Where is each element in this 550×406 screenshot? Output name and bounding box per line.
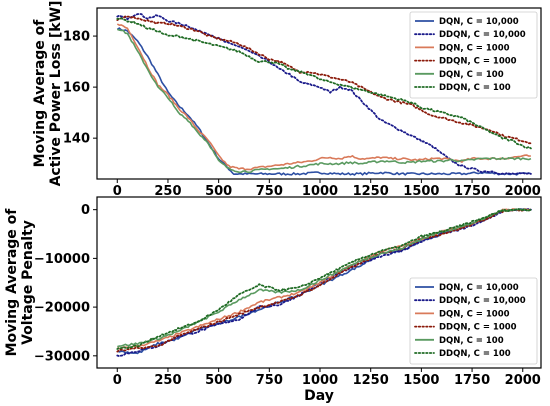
x-tick-label: 500 (205, 373, 232, 388)
x-tick-label: 1250 (353, 184, 389, 199)
bottom-y-axis-label-line2: Voltage Penalty (20, 220, 36, 345)
legend-label: DQN, C = 1000 (439, 309, 510, 319)
active-power-loss-panel: 0 250 500 750 1000 1250 1500 1750 2000 140 160 180 D… (63, 7, 542, 199)
legend-label: DQN, C = 1000 (439, 43, 510, 53)
series-line (116, 17, 532, 150)
x-tick-label: 0 (113, 373, 122, 388)
x-tick-label: 500 (205, 184, 232, 199)
series-line (116, 208, 532, 350)
legend-label: DDQN, C = 1000 (439, 323, 517, 333)
y-tick-label: 160 (63, 81, 90, 96)
x-tick-label: 1250 (353, 373, 389, 388)
series-line (117, 28, 532, 174)
legend-label: DDQN, C = 100 (439, 349, 511, 359)
legend-label: DDQN, C = 10,000 (439, 30, 526, 40)
legend-label: DQN, C = 100 (439, 70, 504, 80)
y-tick-label: −10000 (34, 252, 90, 267)
x-tick-label: 1750 (454, 373, 490, 388)
legend-label: DQN, C = 100 (439, 336, 504, 346)
top-y-axis-label-line2: Active Power Loss [kW] (48, 1, 64, 187)
y-tick-label: −30000 (34, 349, 90, 364)
legend-label: DDQN, C = 1000 (439, 57, 517, 67)
bottom-y-axis-label-line1: Moving Average of (4, 208, 20, 357)
plot-frame (96, 196, 542, 369)
legend-box (409, 11, 538, 99)
x-tick-label: 0 (113, 184, 122, 199)
y-tick-label: −20000 (34, 301, 90, 316)
legend-box (409, 277, 538, 365)
legend-label: DQN, C = 10,000 (439, 17, 519, 27)
plot-frame (96, 7, 542, 180)
x-tick-label: 250 (154, 373, 181, 388)
x-tick-label: 1500 (403, 373, 439, 388)
x-tick-label: 750 (256, 373, 283, 388)
x-axis-label: Day (304, 388, 334, 404)
series-line (116, 15, 532, 145)
x-tick-label: 1000 (302, 373, 338, 388)
y-tick-label: 180 (63, 30, 90, 45)
x-tick-label: 2000 (505, 373, 541, 388)
series-group (116, 12, 532, 176)
legend-label: DDQN, C = 100 (439, 83, 511, 93)
x-tick-label: 1500 (403, 184, 439, 199)
x-tick-label: 1750 (454, 184, 490, 199)
series-line (117, 208, 532, 348)
x-tick-label: 1000 (302, 184, 338, 199)
series-line (116, 23, 531, 171)
y-tick-label: 140 (63, 132, 90, 147)
x-tick-label: 2000 (505, 184, 541, 199)
y-tick-label: 0 (81, 203, 90, 218)
x-tick-label: 250 (154, 184, 181, 199)
legend: DQN, C = 10,000 DDQN, C = 10,000 DQN, C = … (409, 277, 538, 365)
legend: DQN, C = 10,000 DDQN, C = 10,000 DQN, C = … (409, 11, 538, 99)
series-line (116, 12, 532, 176)
series-line (116, 27, 532, 176)
voltage-penalty-panel: 0 250 500 750 1000 1250 1500 1750 2000 −30000 −200… (34, 196, 542, 388)
series-line (116, 207, 532, 353)
legend-label: DQN, C = 10,000 (439, 283, 519, 293)
series-group (116, 207, 532, 358)
legend-label: DDQN, C = 10,000 (439, 296, 526, 306)
top-y-axis-label-line1: Moving Average of (32, 19, 48, 168)
x-tick-label: 750 (256, 184, 283, 199)
